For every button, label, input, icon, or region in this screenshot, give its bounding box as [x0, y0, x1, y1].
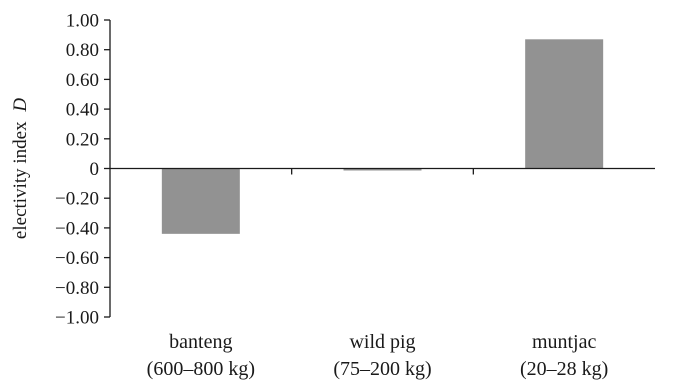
y-tick-label: 0 — [90, 159, 100, 180]
y-tick-label: 0.20 — [66, 129, 99, 150]
bar-wild-pig — [343, 168, 422, 171]
category-sublabel: (75–200 kg) — [333, 358, 431, 380]
y-tick-label: 0.40 — [66, 100, 99, 121]
y-tick-label: 1.00 — [66, 11, 99, 32]
category-sublabel: (20–28 kg) — [520, 358, 608, 380]
y-tick-label: −0.40 — [55, 218, 99, 239]
x-axis-ticks — [291, 168, 474, 175]
y-tick-label: 0.60 — [66, 70, 99, 91]
bar-banteng — [161, 168, 240, 234]
category-label: wild pig — [349, 331, 415, 353]
y-tick-label: 0.80 — [66, 40, 99, 61]
y-tick-label: −0.80 — [55, 278, 99, 299]
category-sublabel: (600–800 kg) — [147, 358, 255, 380]
category-label: muntjac — [532, 331, 597, 353]
category-label: banteng — [169, 331, 232, 353]
y-axis-title: electivity index D — [10, 98, 31, 239]
y-axis-title-symbol: D — [10, 98, 31, 113]
y-tick-label: −1.00 — [55, 308, 99, 329]
y-axis-ticks: 1.00 0.80 0.60 0.40 0.20 0 −0.20 −0.40 −0.60 −0.8… — [55, 11, 110, 329]
y-axis-title-text: electivity index — [10, 121, 31, 239]
category-labels: banteng (600–800 kg) wild pig (75–200 kg) mu… — [147, 331, 609, 380]
y-tick-label: −0.20 — [55, 189, 99, 210]
y-tick-label: −0.60 — [55, 248, 99, 269]
bar-muntjac — [525, 39, 604, 169]
bars — [161, 39, 604, 234]
